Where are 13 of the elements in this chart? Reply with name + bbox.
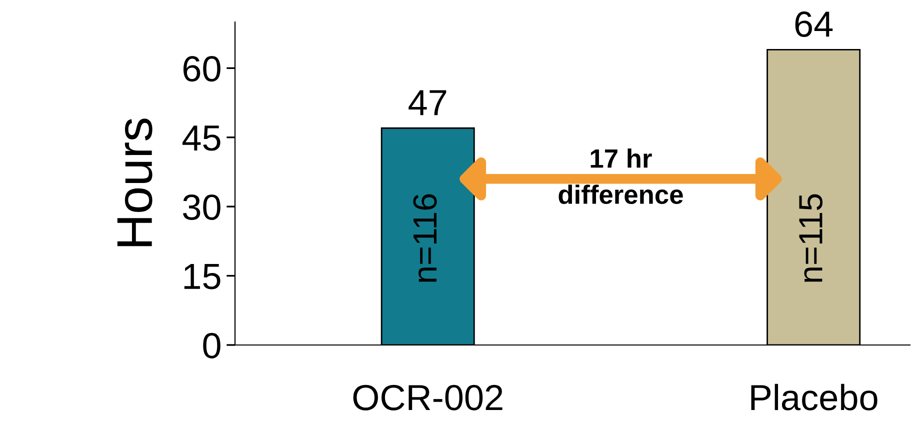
annotation: 17 hr difference [558,148,683,204]
y-tick-label: 0 [203,332,220,358]
y-axis-title: Hours [117,118,152,246]
annotation: n=116 [413,194,437,282]
x-tick-label: OCR-002 [353,384,502,410]
data-label: 47 [408,90,446,116]
y-tick-label: 60 [183,56,220,82]
annotation: n=115 [799,194,823,282]
data-label: 64 [795,11,833,37]
y-tick-label: 45 [182,126,220,151]
y-tick-label: 15 [184,264,220,290]
y-tick-label: 30 [183,194,220,220]
x-tick-label: Placebo [751,384,878,410]
